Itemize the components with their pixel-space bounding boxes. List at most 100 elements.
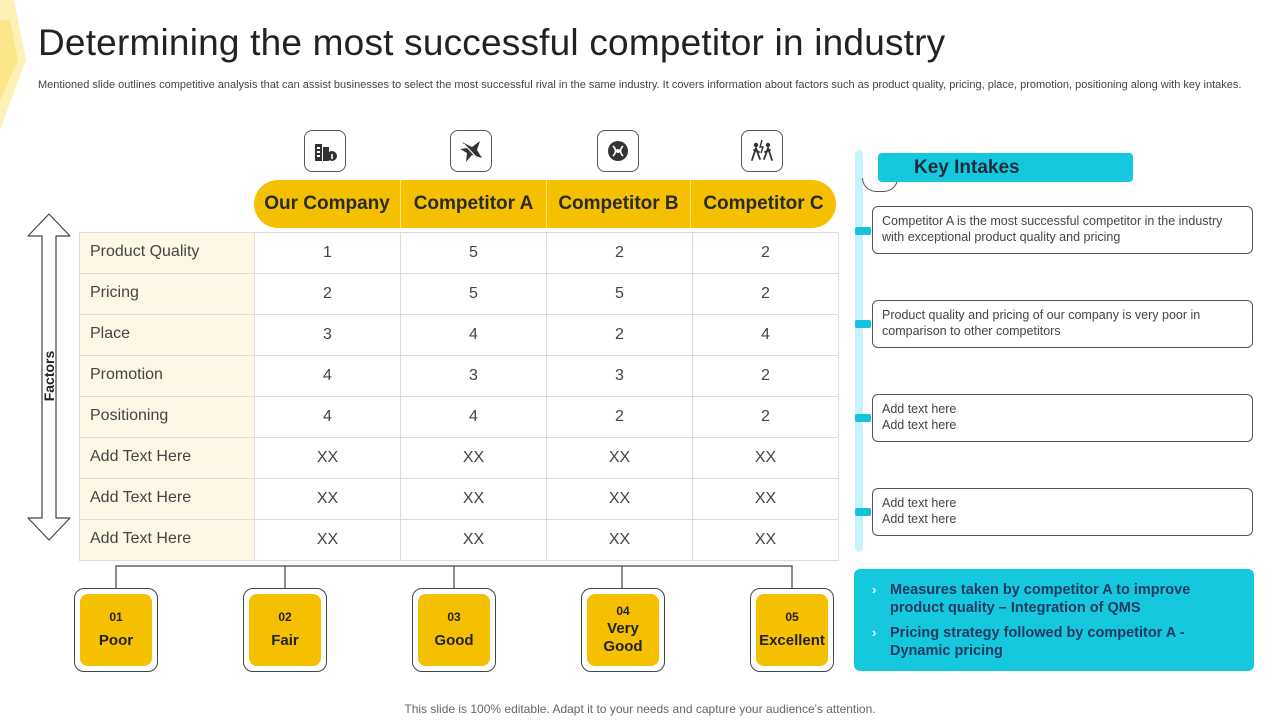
value-cell: 4 xyxy=(693,315,839,356)
value-cell: 2 xyxy=(547,397,693,438)
table-row: Add Text Here XX XX XX XX xyxy=(80,438,839,479)
intake-marker xyxy=(855,320,871,328)
scale-number: 01 xyxy=(109,610,122,624)
key-intake-box: Add text here Add text here xyxy=(872,394,1253,442)
chevron-right-icon: › xyxy=(872,624,876,642)
intake-marker xyxy=(855,414,871,422)
value-cell: XX xyxy=(547,479,693,520)
scale-label: Good xyxy=(434,632,473,650)
value-cell: 4 xyxy=(401,397,547,438)
value-cell: 2 xyxy=(693,397,839,438)
key-intake-text: Add text here xyxy=(882,417,1243,433)
key-intakes-title: Key Intakes xyxy=(878,153,1133,182)
value-cell: 3 xyxy=(401,356,547,397)
column-header-competitor-b: Competitor B xyxy=(546,180,690,228)
value-cell: XX xyxy=(255,438,401,479)
value-cell: XX xyxy=(401,520,547,561)
factors-label: Factors xyxy=(41,351,57,402)
value-cell: 2 xyxy=(547,233,693,274)
table-row: Promotion 4 3 3 2 xyxy=(80,356,839,397)
value-cell: XX xyxy=(547,438,693,479)
scale-item-poor: 01 Poor xyxy=(74,588,158,672)
page-title: Determining the most successful competit… xyxy=(38,22,945,64)
key-intake-text: Competitor A is the most successful comp… xyxy=(882,213,1243,245)
scale-item-excellent: 05 Excellent xyxy=(750,588,834,672)
factor-cell: Promotion xyxy=(80,356,255,397)
scale-number: 05 xyxy=(785,610,798,624)
value-cell: 5 xyxy=(401,274,547,315)
measures-box: › Measures taken by competitor A to impr… xyxy=(854,569,1254,671)
corner-decoration xyxy=(0,0,30,130)
table-row: Product Quality 1 5 2 2 xyxy=(80,233,839,274)
value-cell: 2 xyxy=(547,315,693,356)
competitor-b-icon xyxy=(597,130,639,172)
scale-number: 03 xyxy=(447,610,460,624)
value-cell: XX xyxy=(693,479,839,520)
factor-cell: Positioning xyxy=(80,397,255,438)
scale-item-very-good: 04 Very Good xyxy=(581,588,665,672)
factor-cell: Add Text Here xyxy=(80,479,255,520)
value-cell: XX xyxy=(693,520,839,561)
table-row: Pricing 2 5 5 2 xyxy=(80,274,839,315)
intake-marker xyxy=(855,227,871,235)
column-header-competitor-a: Competitor A xyxy=(400,180,546,228)
factor-cell: Place xyxy=(80,315,255,356)
column-header-competitor-c: Competitor C xyxy=(690,180,836,228)
key-intake-text: Product quality and pricing of our compa… xyxy=(882,307,1243,339)
table-row: Place 3 4 2 4 xyxy=(80,315,839,356)
page-subtitle: Mentioned slide outlines competitive ana… xyxy=(38,78,1248,92)
value-cell: 2 xyxy=(255,274,401,315)
value-cell: XX xyxy=(401,438,547,479)
scale-connector-lines xyxy=(115,565,793,589)
factor-cell: Product Quality xyxy=(80,233,255,274)
value-cell: 4 xyxy=(255,397,401,438)
competitor-a-icon xyxy=(450,130,492,172)
value-cell: 4 xyxy=(255,356,401,397)
footer-note: This slide is 100% editable. Adapt it to… xyxy=(0,702,1280,716)
comparison-table: Product Quality 1 5 2 2 Pricing 2 5 5 2 … xyxy=(79,232,839,561)
value-cell: 5 xyxy=(401,233,547,274)
key-intake-box: Competitor A is the most successful comp… xyxy=(872,206,1253,254)
value-cell: 1 xyxy=(255,233,401,274)
measure-text: Measures taken by competitor A to improv… xyxy=(890,582,1190,616)
scale-label: Fair xyxy=(271,632,299,650)
measure-item: › Measures taken by competitor A to impr… xyxy=(872,581,1236,617)
measure-text: Pricing strategy followed by competitor … xyxy=(890,625,1185,659)
scale-item-fair: 02 Fair xyxy=(243,588,327,672)
value-cell: XX xyxy=(255,520,401,561)
key-intake-text: Add text here xyxy=(882,495,1243,511)
table-row: Add Text Here XX XX XX XX xyxy=(80,479,839,520)
value-cell: XX xyxy=(693,438,839,479)
table-row: Positioning 4 4 2 2 xyxy=(80,397,839,438)
value-cell: 3 xyxy=(547,356,693,397)
key-intake-text: Add text here xyxy=(882,401,1243,417)
scale-label: Excellent xyxy=(759,632,825,650)
scale-label: Poor xyxy=(99,632,133,650)
intake-marker xyxy=(855,508,871,516)
scale-number: 04 xyxy=(616,604,629,618)
value-cell: 2 xyxy=(693,356,839,397)
chevron-right-icon: › xyxy=(872,581,876,599)
factor-cell: Add Text Here xyxy=(80,438,255,479)
value-cell: 4 xyxy=(401,315,547,356)
factor-cell: Add Text Here xyxy=(80,520,255,561)
factor-cell: Pricing xyxy=(80,274,255,315)
value-cell: XX xyxy=(255,479,401,520)
key-intake-text: Add text here xyxy=(882,511,1243,527)
value-cell: XX xyxy=(547,520,693,561)
company-buildings-icon xyxy=(304,130,346,172)
value-cell: 5 xyxy=(547,274,693,315)
scale-label: Very Good xyxy=(595,620,651,656)
key-intake-box: Product quality and pricing of our compa… xyxy=(872,300,1253,348)
measure-item: › Pricing strategy followed by competito… xyxy=(872,624,1236,660)
key-intake-box: Add text here Add text here xyxy=(872,488,1253,536)
value-cell: 3 xyxy=(255,315,401,356)
value-cell: 2 xyxy=(693,233,839,274)
scale-item-good: 03 Good xyxy=(412,588,496,672)
value-cell: XX xyxy=(401,479,547,520)
competitor-c-icon xyxy=(741,130,783,172)
value-cell: 2 xyxy=(693,274,839,315)
scale-number: 02 xyxy=(278,610,291,624)
table-row: Add Text Here XX XX XX XX xyxy=(80,520,839,561)
column-header-our-company: Our Company xyxy=(254,180,400,228)
